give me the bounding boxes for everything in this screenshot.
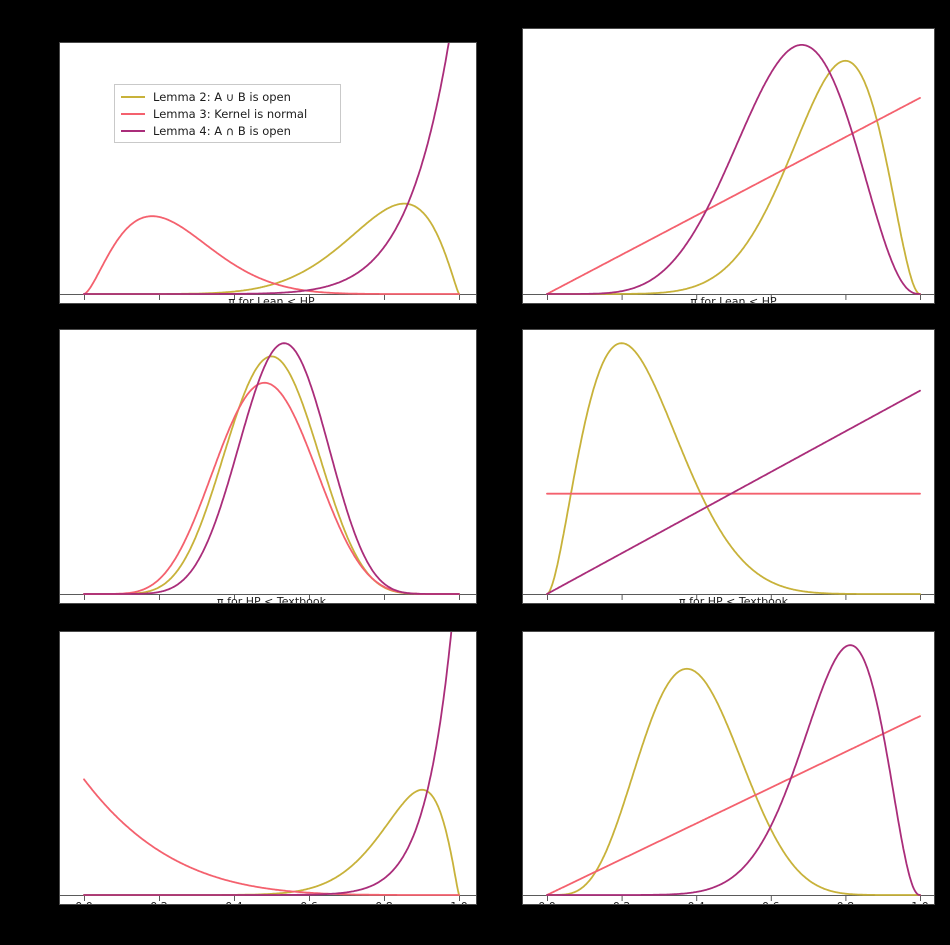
curve-lemma2 xyxy=(546,59,921,295)
curve-lemma2 xyxy=(83,788,460,896)
lemma4-line-swatch xyxy=(121,129,145,132)
x-tick-label: 0.6 xyxy=(292,901,326,905)
plot-area xyxy=(60,43,476,300)
x-tick-label: 0.4 xyxy=(679,901,713,905)
curve-lemma4 xyxy=(83,632,453,896)
legend-entry: Lemma 4: A ∩ B is open xyxy=(121,124,334,138)
plot-area xyxy=(60,342,476,600)
x-tick-label: 1.0 xyxy=(442,901,476,905)
x-tick-label: 0.4 xyxy=(217,901,251,905)
x-axis-label: π for Lean < HP xyxy=(228,295,315,304)
curve-lemma3 xyxy=(83,778,460,896)
subplot-row1-col2: π for Lean < HP xyxy=(522,28,935,304)
x-tick-label: 0.0 xyxy=(67,901,101,905)
curve-lemma3 xyxy=(83,215,460,295)
curve-lemma3 xyxy=(546,97,921,295)
legend: Lemma 2: A ∪ B is open Lemma 3: Kernel i… xyxy=(114,84,341,143)
curve-lemma2 xyxy=(546,667,921,896)
plot-area xyxy=(523,644,934,901)
x-axis-label: π for HP < Textbook xyxy=(679,595,788,604)
legend-label: Lemma 4: A ∩ B is open xyxy=(153,123,291,138)
lemma3-line-swatch xyxy=(121,112,145,115)
x-tick-label: 0.6 xyxy=(754,901,788,905)
curve-lemma2 xyxy=(546,342,921,595)
lemma2-line-swatch xyxy=(121,95,145,98)
subplot-row2-col2: π for HP < Textbook xyxy=(522,329,935,604)
curve-lemma4 xyxy=(83,342,460,595)
subplot-row2-col1: π for HP < Textbook xyxy=(59,329,477,604)
curve-lemma4 xyxy=(546,644,921,896)
plot-area xyxy=(523,43,934,300)
x-tick-label: 1.0 xyxy=(903,901,934,905)
x-axis-label: π for Lean < HP xyxy=(690,295,777,304)
legend-entry: Lemma 3: Kernel is normal xyxy=(121,107,334,121)
subplot-row3-col1: 0.0 0.2 0.4 0.6 0.8 1.0 xyxy=(59,631,477,905)
x-tick-label: 0.2 xyxy=(605,901,639,905)
legend-label: Lemma 2: A ∪ B is open xyxy=(153,89,291,104)
curve-lemma2 xyxy=(83,355,460,595)
x-tick-label: 0.2 xyxy=(142,901,176,905)
x-tick-label: 0.0 xyxy=(530,901,564,905)
curve-lemma3 xyxy=(83,381,460,595)
subplot-row3-col2: 0.0 0.2 0.4 0.6 0.8 1.0 xyxy=(522,631,935,905)
x-tick-label: 0.8 xyxy=(367,901,401,905)
curve-lemma4 xyxy=(546,43,921,295)
x-tick-label: 0.8 xyxy=(828,901,862,905)
subplot-row1-col1: Lemma 2: A ∪ B is open Lemma 3: Kernel i… xyxy=(59,42,477,304)
legend-label: Lemma 3: Kernel is normal xyxy=(153,106,308,121)
curve-lemma3 xyxy=(546,715,921,896)
x-axis-label: π for HP < Textbook xyxy=(217,595,326,604)
curve-lemma4 xyxy=(83,43,450,295)
plot-area xyxy=(523,342,934,600)
legend-entry: Lemma 2: A ∪ B is open xyxy=(121,90,334,104)
plot-area xyxy=(60,632,476,901)
curve-lemma4 xyxy=(546,389,921,595)
